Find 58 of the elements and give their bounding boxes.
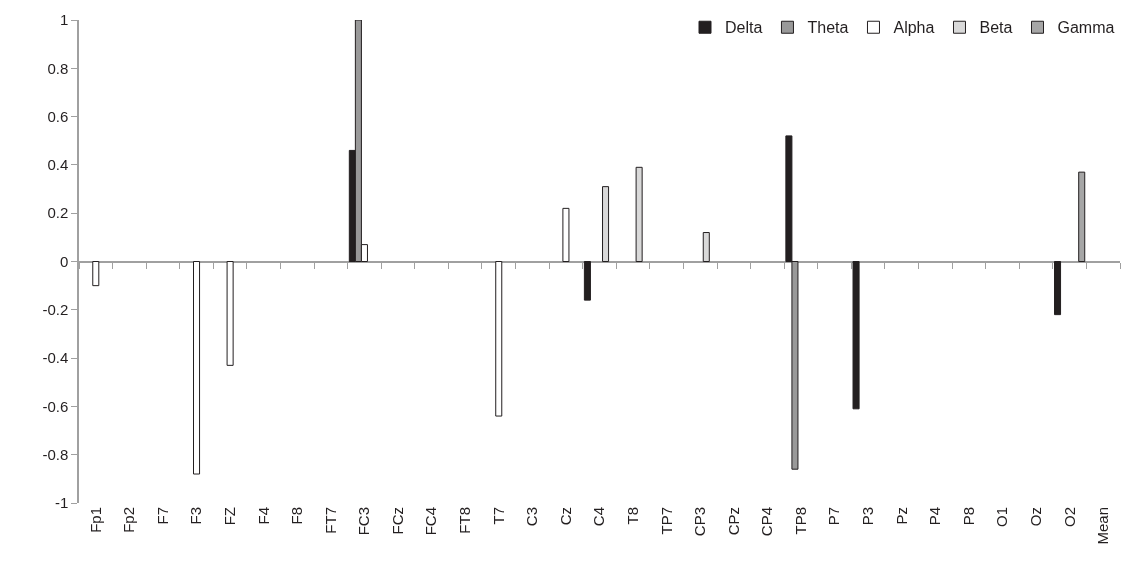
x-tick-label: T7 xyxy=(489,507,507,525)
x-tick-label: F4 xyxy=(254,507,272,525)
x-tick-label: F3 xyxy=(187,507,205,525)
x-tick-label: F7 xyxy=(153,507,171,525)
bar xyxy=(852,261,860,410)
x-tick-label: C3 xyxy=(523,507,541,527)
y-tick-label: -0.4 xyxy=(42,349,69,367)
x-tick-label: P4 xyxy=(926,507,944,526)
y-tick-label: 0.4 xyxy=(47,156,69,174)
y-tick-label: 0.6 xyxy=(47,107,69,125)
bar xyxy=(562,207,570,262)
legend-label: Alpha xyxy=(893,19,935,37)
x-tick-label: P7 xyxy=(825,507,843,526)
bar xyxy=(1054,261,1062,316)
x-tick-label: CP3 xyxy=(691,507,709,537)
bar xyxy=(193,261,201,475)
bar xyxy=(583,261,591,301)
x-tick-label: C4 xyxy=(590,507,608,527)
x-tick-label: CPz xyxy=(724,507,742,536)
x-tick-label: F8 xyxy=(288,507,306,525)
y-tick-label: 0.8 xyxy=(47,59,69,77)
legend-label: Theta xyxy=(807,19,849,37)
x-tick-label: TP8 xyxy=(791,507,809,535)
x-tick-label: Mean xyxy=(1094,507,1112,545)
y-tick-label: 0 xyxy=(59,252,69,270)
x-tick-label: Fp2 xyxy=(120,507,138,533)
y-tick-label: -0.8 xyxy=(42,445,69,463)
bar xyxy=(602,186,610,262)
y-tick-label: 1 xyxy=(59,11,69,29)
x-tick-label: Oz xyxy=(1026,507,1044,527)
legend-label: Beta xyxy=(979,19,1013,37)
bar xyxy=(495,261,503,417)
x-tick-label: TP7 xyxy=(657,507,675,535)
x-tick-label: FT7 xyxy=(321,507,339,534)
legend-label: Gamma xyxy=(1057,19,1115,37)
y-tick-label: 0.2 xyxy=(47,204,69,222)
x-tick-label: FC3 xyxy=(355,507,373,536)
x-tick-label: FC4 xyxy=(422,507,440,536)
y-tick-label: -0.6 xyxy=(42,397,69,415)
bar xyxy=(635,166,643,262)
x-tick-label: P8 xyxy=(959,507,977,526)
bar xyxy=(226,261,234,366)
y-tick-label: -0.2 xyxy=(42,301,69,319)
bar xyxy=(92,261,100,287)
y-tick-label: -1 xyxy=(54,494,69,512)
x-tick-label: FT8 xyxy=(456,507,474,534)
x-tick-label: Pz xyxy=(892,507,910,525)
legend-label: Delta xyxy=(725,19,763,37)
x-tick-label: P3 xyxy=(859,507,877,526)
x-tick-label: Fp1 xyxy=(86,507,104,533)
x-tick-label: T8 xyxy=(623,507,641,525)
bar xyxy=(702,232,710,262)
x-tick-label: FZ xyxy=(220,507,238,526)
x-tick-label: CP4 xyxy=(758,507,776,537)
x-tick-label: FCz xyxy=(388,507,406,535)
x-tick-label: O1 xyxy=(993,507,1011,528)
x-tick-label: O2 xyxy=(1060,507,1078,528)
x-tick-label: Cz xyxy=(556,507,574,526)
